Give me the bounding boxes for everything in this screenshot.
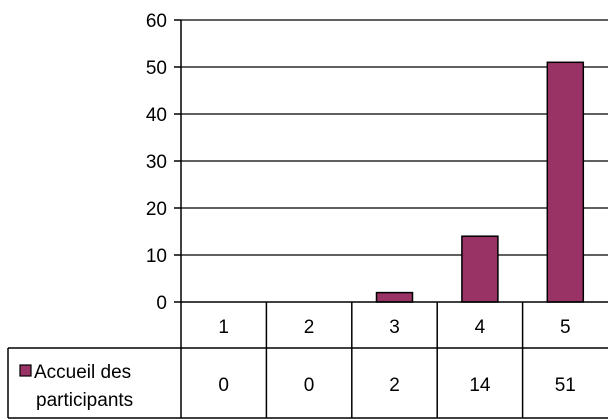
legend-label-line-1: Accueil des	[34, 362, 131, 383]
bar-4	[461, 235, 499, 303]
y-axis	[174, 19, 182, 303]
bars	[375, 61, 585, 303]
y-tick-label-20: 20	[146, 199, 167, 220]
category-label-5: 5	[560, 317, 571, 338]
value-label-2: 0	[304, 375, 315, 396]
bar-5	[546, 61, 585, 303]
value-label-4: 14	[469, 375, 491, 396]
category-label-2: 2	[304, 317, 315, 338]
y-tick-label-40: 40	[146, 105, 167, 126]
legend-label-line-2: participants	[36, 390, 133, 411]
value-label-5: 51	[555, 375, 576, 396]
y-tick-label-0: 0	[156, 293, 167, 314]
gridlines	[181, 19, 608, 256]
category-label-3: 3	[389, 317, 400, 338]
legend: Accueil des participants	[19, 362, 133, 411]
value-label-1: 0	[218, 375, 229, 396]
value-label-3: 2	[389, 375, 400, 396]
bar-3	[375, 291, 414, 303]
y-tick-label-50: 50	[146, 58, 167, 79]
y-tick-label-60: 60	[146, 11, 167, 32]
data-table: 1 0 2 0 3 2 4 14 5 51	[7, 301, 608, 419]
y-tick-label-10: 10	[146, 246, 167, 267]
legend-swatch	[19, 364, 32, 377]
category-label-1: 1	[218, 317, 229, 338]
y-tick-labels: 0 10 20 30 40 50 60	[146, 11, 167, 314]
category-label-4: 4	[475, 317, 486, 338]
y-tick-label-30: 30	[146, 152, 167, 173]
